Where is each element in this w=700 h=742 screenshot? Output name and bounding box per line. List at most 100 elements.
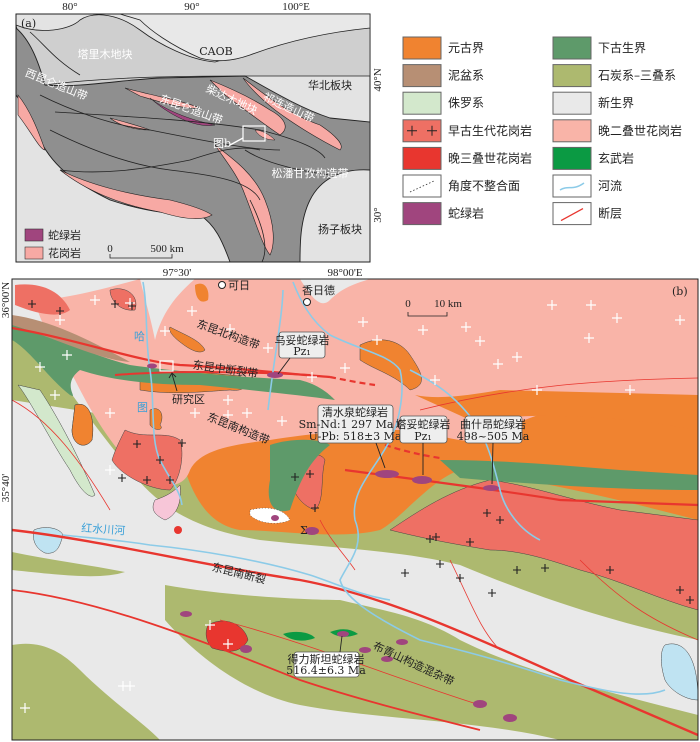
- panel-tag: (a): [21, 17, 36, 30]
- panel-b-frame: [11, 278, 699, 741]
- legend-item: 泥盆系: [402, 64, 484, 88]
- callout-age: Sm-Nd:1 297 Ma (?): [299, 418, 412, 431]
- granite-belt: [209, 79, 286, 136]
- granite-cross-icon: [606, 566, 614, 574]
- early-paleozoic-granite-area: [111, 429, 183, 491]
- scale-bar: [407, 312, 448, 317]
- callout-age: Pz₁: [293, 345, 311, 358]
- legend-item: 早古生代花岗岩: [402, 119, 532, 143]
- late-triassic-granite-swatch: [402, 146, 442, 170]
- fault-line: [552, 202, 592, 226]
- fault-icon: [560, 208, 584, 222]
- granite-cross-icon: [493, 359, 503, 369]
- granite-cross-icon: [686, 596, 694, 604]
- legend-item: 新生界: [552, 91, 634, 115]
- jurassic-swatch: [402, 91, 442, 115]
- late-permian-granite-area: [35, 279, 698, 486]
- callout-name: 得力斯坦蛇绿岩: [288, 652, 365, 666]
- ophiolite-swatch: [402, 202, 442, 226]
- granite-cross-icon: [291, 473, 299, 481]
- proterozoic-area: [195, 283, 209, 302]
- early-paleozoic-granite-swatch: [402, 119, 442, 143]
- granite-cross-icon: [143, 476, 151, 484]
- legend-label: 泥盆系: [448, 69, 484, 83]
- granite-cross-icon: [55, 315, 65, 325]
- callout-name: 乌妥蛇绿岩: [275, 333, 330, 347]
- legend-item: 河流: [552, 174, 622, 198]
- lake: [661, 643, 698, 701]
- fig-b-label: 图b: [213, 137, 231, 150]
- granite-cross-icon: [62, 350, 72, 360]
- granite-cross-icon: [160, 326, 170, 336]
- granite-cross-icon: [277, 416, 287, 426]
- town-label: 香日德: [302, 283, 335, 297]
- granite-cross-icon: [128, 302, 136, 310]
- proterozoic-area: [169, 326, 206, 353]
- granite-cross-icon: [156, 456, 164, 464]
- granite-cross-icon: [50, 390, 60, 400]
- cenozoic-swatch: [552, 91, 592, 115]
- carboniferous-triassic-area: [165, 585, 698, 740]
- fig-b-arrow: [229, 137, 244, 146]
- granite-swatch: [24, 246, 44, 260]
- granite-cross-icon: [225, 324, 235, 334]
- legend-item: 角度不整合面: [402, 174, 520, 198]
- jurassic-area: [17, 384, 96, 497]
- callout-age: 516.4±6.3 Ma: [286, 664, 366, 677]
- granite-cross-icon: [612, 313, 622, 323]
- granite-cross-icon: [625, 385, 635, 395]
- granite-cross-icon: [105, 408, 115, 418]
- granite-cross-icon: [56, 307, 64, 315]
- granite-cross-icon: [223, 395, 233, 405]
- lon-tick: 98°00'E: [327, 267, 362, 279]
- cross-icon: [407, 125, 417, 136]
- granite-cross-icon: [584, 333, 594, 343]
- panel-b-map: 97°30' 98°00'E 36°00'N 35°40' (b) 可日 香日德…: [0, 267, 699, 741]
- unconformity-area: [249, 507, 291, 524]
- town-marker: [218, 281, 226, 289]
- nipen-belt: [12, 315, 130, 362]
- late-triassic-granite-area: [174, 526, 182, 534]
- legend-item: 晚二叠世花岗岩: [552, 119, 682, 143]
- legend-label: 蛇绿岩: [48, 228, 81, 242]
- granite-cross-icon: [541, 564, 549, 572]
- legend-item: 石炭系–三叠系: [552, 64, 676, 88]
- lon-tick: 100°E: [282, 1, 310, 13]
- proterozoic-area: [415, 390, 698, 430]
- granite-cross-icon: [532, 385, 542, 395]
- callout-qingshuiquan: 清水泉蛇绿岩 Sm-Nd:1 297 Ma (?) U-Pb: 518±3 Ma: [299, 404, 412, 469]
- granite-cross-icon: [488, 589, 496, 597]
- granite-cross-icon: [242, 408, 252, 418]
- granite-cross-icon: [496, 516, 504, 524]
- scale-bar: [109, 254, 173, 259]
- proterozoic-area: [359, 339, 422, 391]
- granite-cross-icon: [513, 566, 521, 574]
- callout-age: Pz₁: [414, 430, 432, 443]
- river-label: 红水川河: [81, 521, 126, 537]
- river-label: 图: [137, 401, 148, 414]
- legend-label: 晚二叠世花岗岩: [598, 123, 682, 138]
- granite-belt: [59, 169, 213, 220]
- legend-item: 下古生界: [552, 36, 646, 60]
- sigma-label: Σ: [300, 524, 308, 537]
- granite-cross-icon: [111, 300, 119, 308]
- fault-lines: [12, 326, 698, 737]
- granite-cross-icon: [311, 504, 319, 512]
- granite-cross-icon: [676, 586, 684, 594]
- legend-label: 石炭系–三叠系: [598, 69, 676, 83]
- callout-tatuo: 塔妥蛇绿岩 Pz₁: [396, 415, 451, 475]
- granite-cross-icon: [306, 470, 314, 478]
- granite-cross-icon: [430, 375, 440, 385]
- scale-zero: 0: [405, 298, 411, 310]
- granite-cross-icon: [436, 560, 444, 568]
- scale-zero: 0: [107, 243, 113, 255]
- late-permian-granite-swatch: [552, 119, 592, 143]
- granite-belt: [214, 144, 274, 256]
- legend-label: 下古生界: [598, 40, 646, 55]
- legend-label: 断层: [598, 206, 622, 221]
- granite-belt: [17, 94, 46, 151]
- granite-cross-icon: [125, 681, 135, 691]
- town-label: 可日: [228, 279, 250, 292]
- caob-region: [16, 13, 371, 62]
